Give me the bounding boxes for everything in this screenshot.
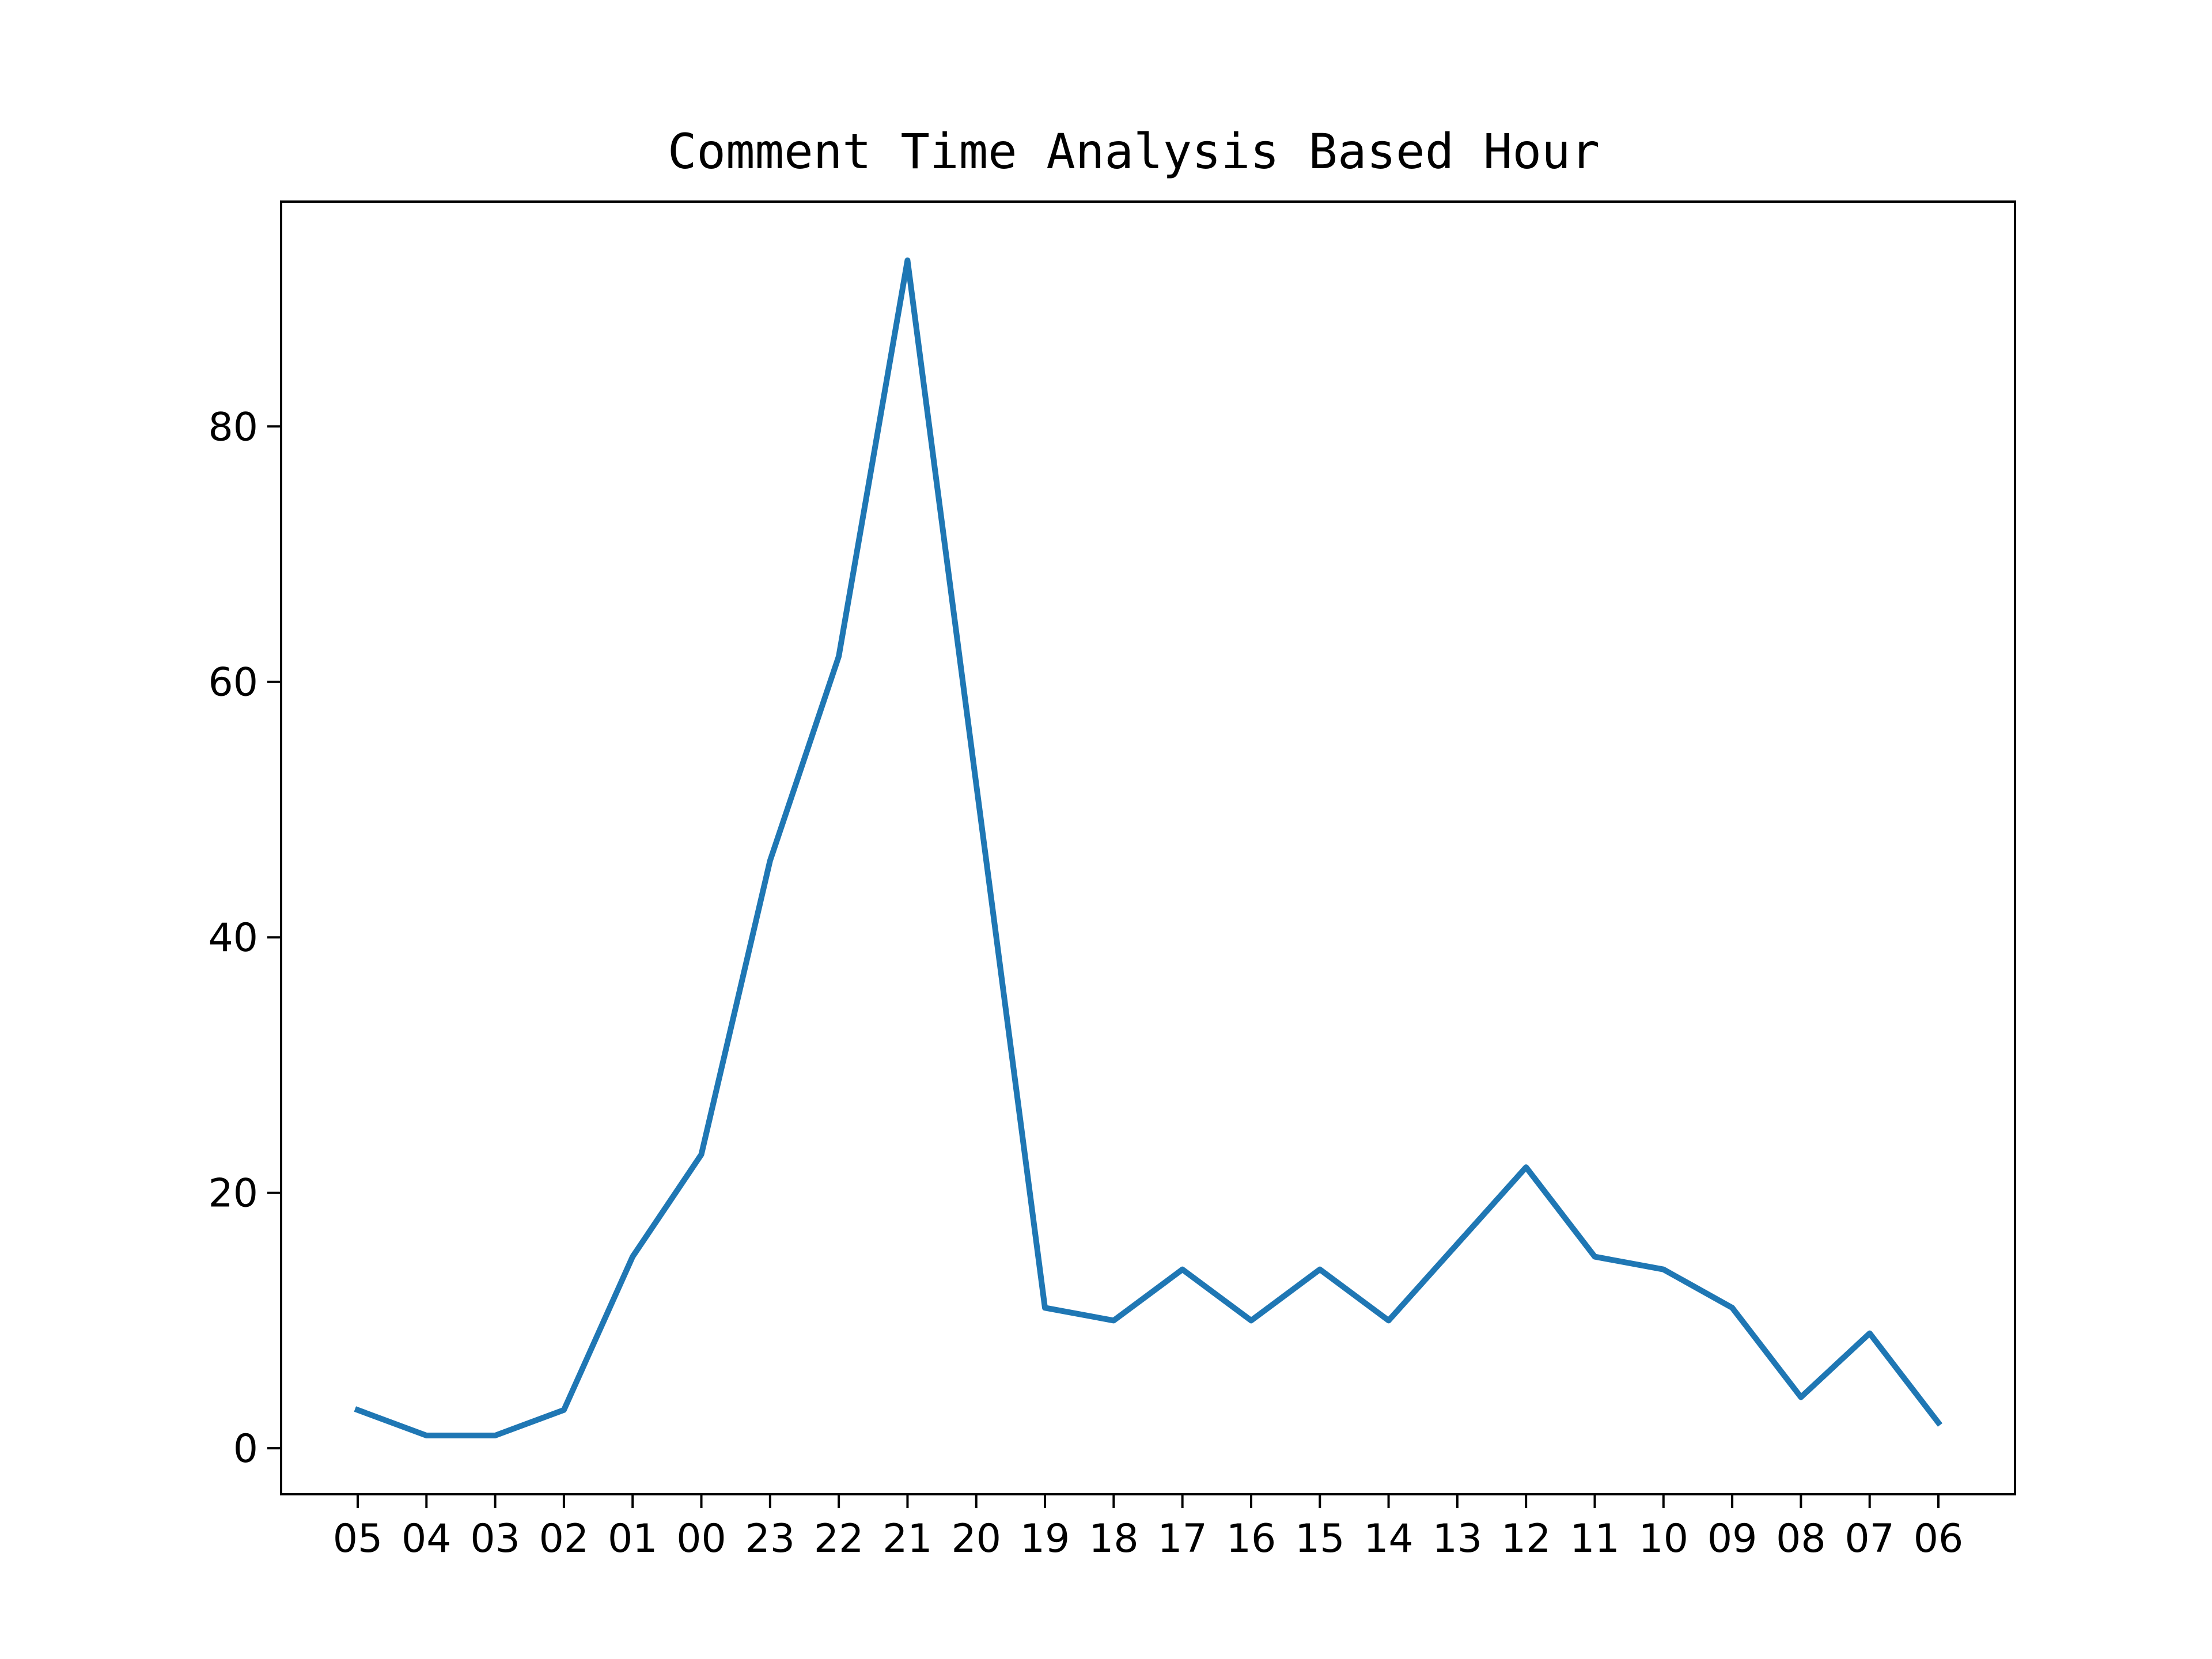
x-tick-label: 05 (333, 1516, 383, 1562)
x-tick-label: 19 (1020, 1516, 1070, 1562)
x-tick-label: 14 (1363, 1516, 1414, 1562)
x-tick-label: 06 (1914, 1516, 1964, 1562)
series-line (354, 257, 1943, 1438)
x-tick-label: 21 (882, 1516, 933, 1562)
x-tick-label: 11 (1570, 1516, 1620, 1562)
x-tick-label: 03 (470, 1516, 520, 1562)
x-tick-label: 07 (1844, 1516, 1895, 1562)
y-tick-label: 20 (208, 1171, 258, 1217)
x-tick-label: 22 (814, 1516, 864, 1562)
y-tick-label: 40 (208, 915, 258, 961)
y-axis-ticks: 0 20 40 60 80 (208, 404, 281, 1472)
x-tick-label: 20 (951, 1516, 1001, 1562)
x-tick-label: 04 (402, 1516, 452, 1562)
x-tick-label: 12 (1501, 1516, 1551, 1562)
x-tick-label: 18 (1089, 1516, 1139, 1562)
x-tick-label: 23 (745, 1516, 796, 1562)
x-tick-label: 01 (608, 1516, 658, 1562)
x-tick-label: 17 (1157, 1516, 1207, 1562)
y-tick-label: 80 (208, 404, 258, 450)
x-tick-label: 09 (1707, 1516, 1758, 1562)
chart-title: Comment Time Analysis Based Hour (668, 123, 1600, 180)
y-tick-label: 60 (208, 660, 258, 706)
x-tick-label: 00 (676, 1516, 726, 1562)
x-tick-label: 08 (1776, 1516, 1826, 1562)
x-axis-ticks: 05 04 03 02 01 00 23 22 21 20 19 18 17 16 15 14 13 12 11 10… (333, 1494, 1964, 1562)
x-tick-label: 10 (1639, 1516, 1689, 1562)
plot-frame (280, 200, 2016, 1495)
x-tick-label: 15 (1295, 1516, 1345, 1562)
y-tick-label: 0 (233, 1426, 258, 1472)
x-tick-label: 16 (1226, 1516, 1277, 1562)
x-tick-label: 13 (1433, 1516, 1483, 1562)
x-tick-label: 02 (539, 1516, 589, 1562)
